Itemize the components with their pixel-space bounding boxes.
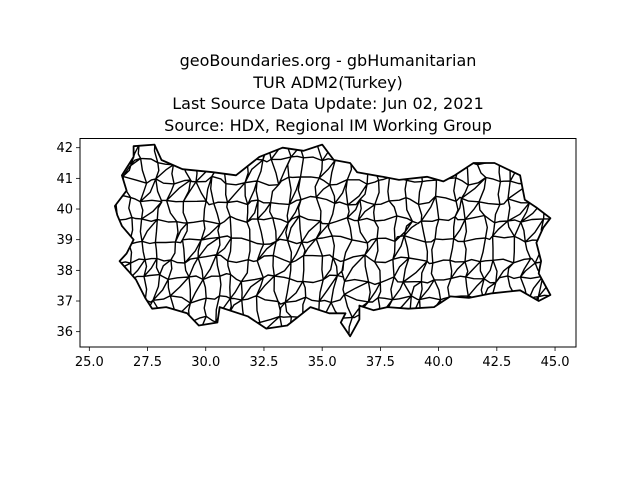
- x-tick-label: 40.0: [424, 355, 453, 370]
- y-tick-label: 38: [56, 264, 73, 279]
- title-line-4: Source: HDX, Regional IM Working Group: [164, 115, 492, 135]
- x-tick-label: 25.0: [75, 355, 104, 370]
- title-line-2: TUR ADM2(Turkey): [253, 72, 403, 92]
- x-tick-label: 35.0: [308, 355, 337, 370]
- x-tick-label: 27.5: [133, 355, 162, 370]
- map-layer: [114, 143, 552, 338]
- title-line-1: geoBoundaries.org - gbHumanitarian: [179, 51, 477, 70]
- x-tick-label: 37.5: [366, 355, 395, 370]
- y-tick-label: 40: [56, 203, 73, 218]
- y-tick-label: 37: [56, 295, 73, 310]
- x-tick-label: 45.0: [541, 355, 570, 370]
- x-tick-label: 32.5: [249, 355, 278, 370]
- title-line-3: Last Source Data Update: Jun 02, 2021: [172, 94, 484, 113]
- y-tick-label: 39: [56, 233, 73, 248]
- x-axis: 25.0 27.5 30.0 32.5 35.0 37.5 40.0 42.5 45.0: [75, 347, 570, 370]
- y-tick-label: 36: [56, 325, 73, 340]
- axes-frame: [79, 138, 577, 348]
- x-tick-label: 30.0: [191, 355, 220, 370]
- y-axis: 36 37 38 39 40 41 42: [56, 141, 80, 340]
- y-tick-label: 41: [56, 172, 73, 187]
- x-tick-label: 42.5: [482, 355, 511, 370]
- y-tick-label: 42: [56, 141, 73, 156]
- country-outline: [114, 143, 552, 338]
- map-title: geoBoundaries.org - gbHumanitarian TUR A…: [0, 50, 640, 136]
